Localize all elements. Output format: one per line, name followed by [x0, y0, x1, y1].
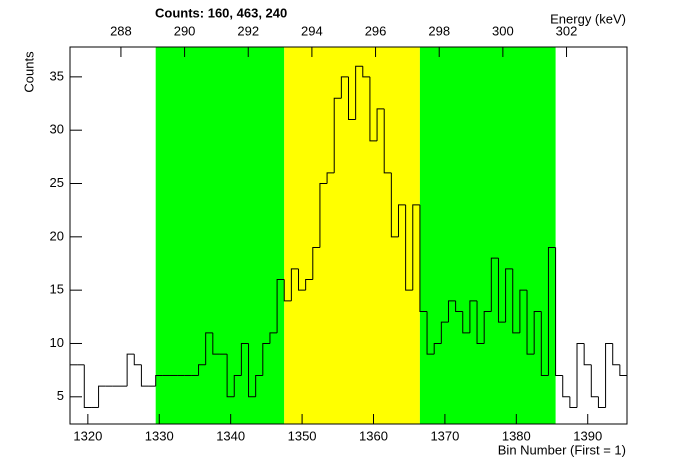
bar [212, 332, 220, 355]
bar [226, 354, 235, 398]
bar [405, 204, 413, 291]
x2-axis-title: Energy (keV) [550, 11, 626, 26]
bar [555, 247, 563, 376]
x-tick-label: 1350 [288, 428, 317, 443]
bar [490, 257, 499, 312]
bar [355, 65, 363, 120]
x2-tick-label: 294 [301, 23, 323, 38]
x2-tick-label: 290 [174, 23, 196, 38]
bar [262, 342, 270, 376]
y-tick-label: 5 [57, 388, 64, 403]
bar [390, 172, 399, 238]
bar [198, 364, 206, 376]
x2-tick-label: 292 [237, 23, 259, 38]
region [419, 47, 556, 424]
bar [505, 268, 513, 323]
bar [612, 343, 620, 366]
bar [469, 300, 478, 333]
bar [476, 300, 485, 344]
bar [233, 374, 242, 397]
bar [319, 183, 328, 248]
bar [155, 374, 163, 387]
bar [597, 396, 606, 408]
bar [240, 342, 249, 376]
x-axis-title: Bin Number (First = 1) [498, 442, 626, 457]
bar [340, 76, 349, 99]
bar [305, 278, 313, 291]
bar [419, 204, 428, 312]
bar [397, 204, 406, 237]
bar [483, 310, 492, 344]
bar [619, 364, 627, 376]
bar [590, 364, 599, 398]
region [155, 47, 285, 424]
bar [433, 342, 442, 355]
bar [440, 321, 449, 344]
bar [298, 268, 306, 291]
chart-title: Counts: 160, 463, 240 [155, 5, 287, 20]
bar [519, 289, 528, 333]
bar [540, 311, 549, 376]
bar [562, 375, 570, 398]
y-tick-label: 20 [50, 228, 64, 243]
y-axis-title: Counts [21, 51, 36, 93]
bar [348, 76, 356, 121]
bar [333, 97, 342, 173]
bar [447, 300, 456, 323]
y-tick-label: 10 [50, 335, 64, 350]
bar [276, 278, 285, 333]
bar [269, 332, 278, 344]
bar [512, 268, 520, 334]
bar [369, 76, 378, 142]
y-tick-label: 15 [50, 282, 64, 297]
bar [533, 310, 542, 355]
x-tick-label: 1370 [430, 428, 459, 443]
bar [547, 246, 556, 376]
bar [455, 300, 463, 312]
y-tick-label: 25 [50, 175, 64, 190]
x-tick-label: 1330 [145, 428, 174, 443]
bar [255, 374, 263, 397]
x2-tick-label: 296 [365, 23, 387, 38]
bar [605, 342, 613, 408]
bar [462, 311, 470, 334]
x-tick-label: 1360 [359, 428, 388, 443]
x2-tick-label: 298 [428, 23, 450, 38]
y-tick-label: 35 [50, 68, 64, 83]
bar [376, 108, 385, 141]
bar [283, 279, 292, 302]
plot-frame [69, 46, 628, 425]
bar [497, 258, 506, 323]
x2-tick-label: 288 [110, 23, 132, 38]
bar [205, 332, 213, 365]
x2-tick-label: 300 [492, 23, 514, 38]
bar [426, 311, 435, 355]
bar [526, 290, 535, 355]
bar [576, 342, 585, 408]
bar [362, 66, 370, 78]
bar [412, 204, 420, 291]
x-tick-label: 1380 [502, 428, 531, 443]
bar [248, 343, 256, 398]
bar [83, 364, 92, 408]
bar [126, 353, 135, 387]
x-tick-label: 1340 [216, 428, 245, 443]
bar [140, 364, 149, 387]
y-tick-label: 30 [50, 122, 64, 137]
bar [569, 396, 578, 408]
bar [133, 354, 142, 366]
x-tick-label: 1320 [73, 428, 102, 443]
bar [326, 172, 335, 184]
region [284, 47, 420, 424]
bar [290, 268, 299, 301]
bar [583, 343, 592, 366]
bar [383, 108, 392, 174]
bar [312, 246, 320, 280]
x-tick-label: 1390 [573, 428, 602, 443]
x2-tick-label: 302 [556, 23, 578, 38]
bar [98, 385, 106, 408]
